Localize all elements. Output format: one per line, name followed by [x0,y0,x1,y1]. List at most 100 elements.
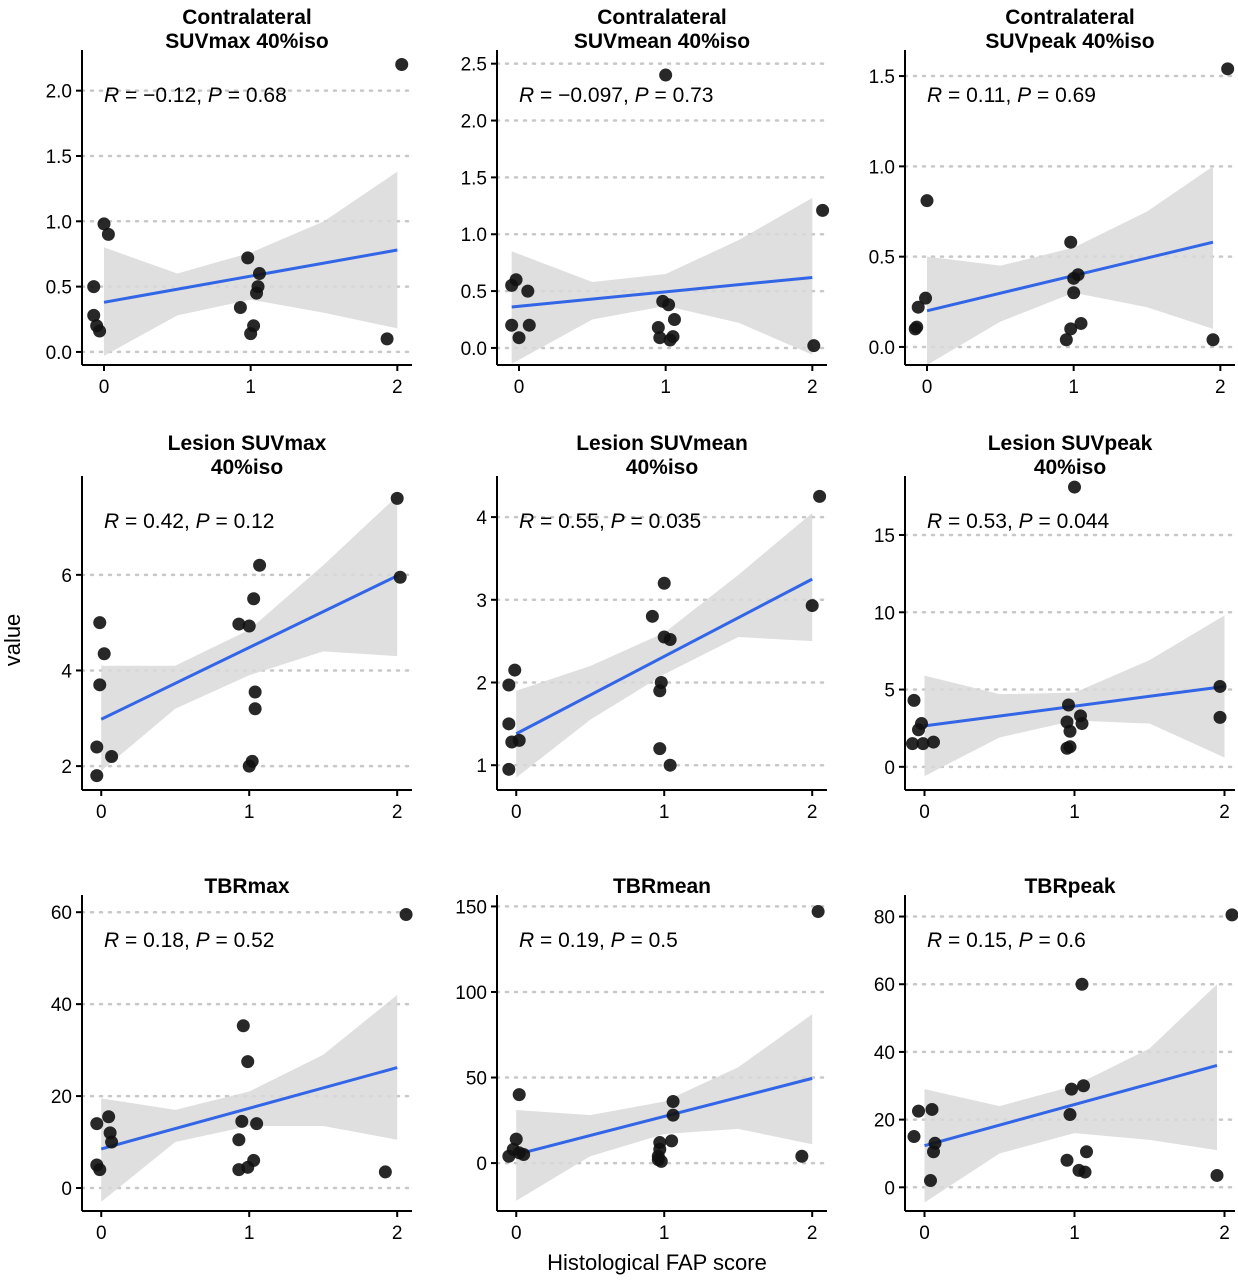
data-point [517,1148,531,1162]
y-axis-title: value [0,614,25,667]
scatter-panel: 0 50 100 150 0 1 2 TBRmean R = 0.19, P = 0.5 [455,875,829,1244]
data-point [512,733,526,747]
equals-sign: = [942,929,966,952]
data-point [1080,1145,1093,1159]
data-point [97,647,111,661]
confidence-band [927,166,1213,365]
data-point [232,1133,246,1147]
data-point [657,576,671,590]
data-point [102,1110,116,1124]
x-tick-label: 1 [659,802,670,823]
data-point [502,717,516,731]
y-tick-label: 0.0 [461,339,487,360]
separator: , [1005,84,1017,107]
p-value: 0.73 [673,84,714,107]
panel-title: 40%iso [626,456,698,479]
p-value: 0.12 [234,510,275,533]
confidence-band [101,495,398,771]
panel-title: TBRmax [204,875,290,898]
separator: , [1007,929,1019,952]
correlation-annotation: R = 0.42, P = 0.12 [104,510,274,533]
x-tick-label: 0 [511,1223,522,1244]
r-value: 0.097 [570,84,623,107]
equals-sign: = [210,510,234,533]
data-point [247,1153,261,1167]
regression-line [515,577,813,736]
r-symbol: R [104,84,119,107]
r-value: 0.55 [558,510,599,533]
data-point [93,678,107,692]
data-point [654,1154,668,1168]
equals-sign: = [625,510,649,533]
data-point [521,284,535,298]
y-tick-label: 1.0 [869,157,895,178]
y-tick-label: 60 [51,903,72,924]
p-symbol: P [196,929,210,952]
regression-line [515,1076,813,1156]
data-point [233,301,247,315]
panel-title: Lesion SUVmax [168,432,327,455]
p-value: 0.52 [234,929,275,952]
data-point [90,769,104,783]
equals-sign: = [649,84,673,107]
confidence-band [924,615,1225,777]
data-point [925,1102,939,1116]
data-point [912,1104,925,1118]
correlation-annotation: R = 0.53, P = 0.044 [927,510,1109,533]
y-tick-label: 50 [466,1069,487,1090]
separator: , [184,510,196,533]
data-point [654,675,668,689]
regression-line [511,275,813,309]
data-point [1060,1153,1074,1167]
r-value: 0.15 [966,929,1007,952]
y-tick-label: 150 [455,897,487,918]
correlation-annotation: R = −0.12, P = 0.68 [104,84,287,107]
data-point [101,227,115,241]
data-point [509,273,523,287]
equals-sign: = [534,510,558,533]
p-symbol: P [635,84,649,107]
y-tick-label: 2 [61,757,72,778]
p-value: 0.6 [1057,929,1086,952]
r-symbol: R [104,929,119,952]
regression-line [924,1064,1218,1148]
y-tick-label: 40 [874,1043,895,1064]
data-point [248,685,262,699]
y-tick-label: 6 [61,566,72,587]
data-point [247,592,261,606]
equals-sign: = [1033,929,1057,952]
equals-sign: = [942,84,966,107]
equals-sign: = − [534,84,570,107]
data-point [1071,268,1085,282]
data-point [1068,480,1081,494]
data-point [1063,740,1077,754]
confidence-band [516,1014,813,1201]
equals-sign: = [942,510,966,533]
x-tick-label: 2 [807,377,818,398]
data-point [1077,1079,1090,1093]
r-value: 0.18 [143,929,184,952]
x-tick-label: 1 [244,1223,255,1244]
data-point [380,332,394,346]
panel-title: Contralateral [1005,6,1135,29]
y-tick-label: 1.5 [869,67,895,88]
y-tick-label: 2.0 [461,112,487,133]
r-value: 0.12 [155,84,196,107]
y-tick-label: 0.5 [461,282,487,303]
panel-title: Contralateral [182,6,312,29]
r-symbol: R [927,84,942,107]
x-tick-label: 2 [392,802,403,823]
p-value: 0.69 [1055,84,1096,107]
data-point [1062,698,1075,712]
x-tick-label: 0 [919,1223,930,1244]
x-tick-label: 0 [96,802,107,823]
data-point [242,619,256,633]
y-tick-label: 0 [476,1154,487,1175]
data-point [666,1094,680,1108]
data-point [920,194,934,208]
x-tick-label: 2 [807,1223,818,1244]
data-point [919,291,933,305]
data-point [1213,710,1227,724]
data-point [916,737,930,751]
